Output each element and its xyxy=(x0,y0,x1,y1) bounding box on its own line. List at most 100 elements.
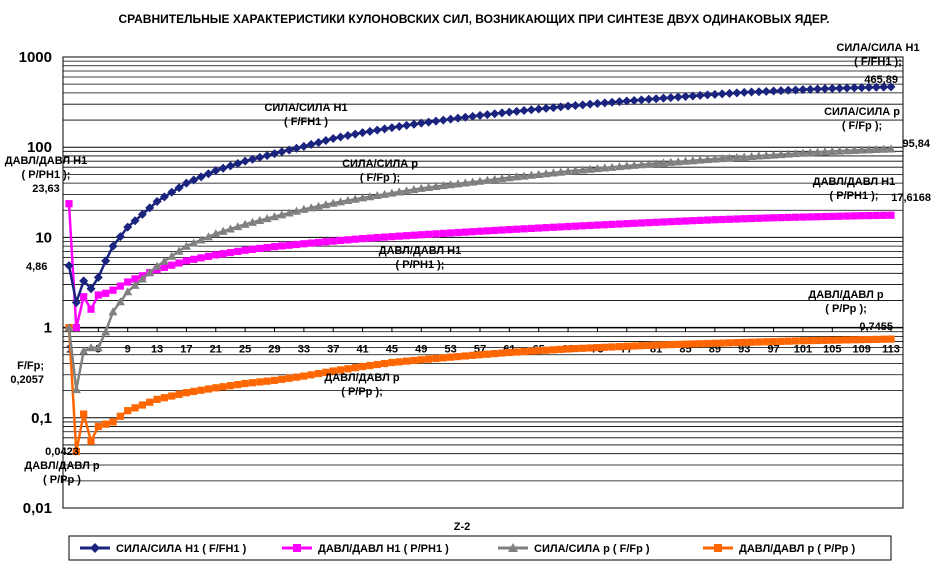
data-point xyxy=(212,384,220,392)
data-point xyxy=(791,85,801,95)
series-2 xyxy=(64,144,896,394)
data-point xyxy=(93,343,103,352)
data-point xyxy=(394,121,404,131)
data-point xyxy=(827,83,837,93)
data-point xyxy=(181,241,191,250)
data-point xyxy=(394,187,404,196)
data-point xyxy=(174,246,184,255)
x-axis-label: Z-2 xyxy=(454,521,471,533)
data-point xyxy=(372,125,382,135)
data-point xyxy=(695,155,705,164)
data-point xyxy=(608,220,616,228)
data-point xyxy=(247,154,257,164)
x-tick-label: 25 xyxy=(239,344,251,356)
data-point xyxy=(372,190,382,200)
data-point xyxy=(622,96,632,106)
data-point xyxy=(71,385,81,394)
data-point xyxy=(520,347,528,356)
data-point xyxy=(739,87,749,97)
data-point xyxy=(644,94,654,104)
data-point xyxy=(718,215,726,224)
x-tick-label: 41 xyxy=(356,344,368,356)
data-point xyxy=(94,422,102,431)
x-tick-label: 109 xyxy=(852,344,870,356)
data-point xyxy=(805,84,815,94)
data-point xyxy=(469,351,477,359)
data-point xyxy=(556,102,566,112)
data-point xyxy=(403,357,411,365)
data-point xyxy=(219,383,227,391)
data-point xyxy=(718,339,726,347)
data-point xyxy=(72,447,80,456)
data-annotation: СИЛА/СИЛА р( F/Fp ); xyxy=(342,158,418,184)
data-point xyxy=(160,394,169,402)
data-point xyxy=(344,365,352,373)
data-point xyxy=(491,350,499,358)
data-point xyxy=(557,223,565,231)
data-point xyxy=(270,212,279,221)
data-point xyxy=(79,276,89,286)
y-tick-label: 1 xyxy=(44,320,52,337)
data-point xyxy=(578,165,588,174)
x-tick-label: 113 xyxy=(882,344,900,356)
data-point xyxy=(431,181,441,191)
data-point xyxy=(468,111,478,121)
data-point xyxy=(747,338,756,346)
data-point xyxy=(300,372,308,380)
data-point xyxy=(490,109,500,119)
data-point xyxy=(263,243,271,252)
data-point xyxy=(703,90,713,100)
x-tick-label: 101 xyxy=(794,344,812,356)
data-point xyxy=(387,188,397,197)
data-point xyxy=(115,232,125,242)
data-point xyxy=(108,307,118,316)
data-point xyxy=(453,113,463,123)
data-point xyxy=(761,150,771,160)
data-point xyxy=(703,216,712,224)
data-point xyxy=(160,263,169,271)
data-point xyxy=(520,225,528,233)
data-point xyxy=(131,275,139,283)
series-0 xyxy=(64,82,896,308)
data-point xyxy=(226,248,235,257)
data-point xyxy=(285,374,293,382)
data-point xyxy=(498,226,506,234)
data-point xyxy=(607,162,617,171)
data-point xyxy=(733,215,741,223)
data-point xyxy=(542,346,550,354)
data-point xyxy=(570,101,580,111)
data-point xyxy=(732,152,742,162)
data-annotation: 95,84 xyxy=(902,138,930,150)
data-point xyxy=(622,161,632,170)
data-point xyxy=(513,348,521,356)
data-point xyxy=(190,255,198,263)
data-point xyxy=(424,117,434,127)
data-point xyxy=(71,297,81,307)
data-point xyxy=(814,213,822,221)
data-annotation: ДАВЛ/ДАВЛ Н1( P/PH1 ); xyxy=(379,245,462,271)
data-point xyxy=(388,358,396,367)
data-point xyxy=(182,389,191,397)
data-point xyxy=(425,355,433,363)
y-tick-label: 1000 xyxy=(19,49,52,66)
legend: СИЛА/СИЛА Н1 ( F/FH1 ) ДАВЛ/ДАВЛ Н1 ( P/P… xyxy=(68,535,892,561)
data-point xyxy=(769,214,778,222)
data-point xyxy=(417,356,425,364)
data-point xyxy=(762,214,770,222)
data-point xyxy=(262,150,272,160)
data-point xyxy=(182,257,191,265)
data-point xyxy=(667,218,675,226)
data-point xyxy=(174,183,184,193)
data-point xyxy=(336,132,346,142)
data-point xyxy=(476,351,484,359)
data-point xyxy=(124,407,132,415)
data-point xyxy=(167,187,177,197)
data-point xyxy=(248,245,257,253)
data-point xyxy=(225,224,235,233)
data-point xyxy=(211,229,221,238)
data-point xyxy=(483,227,491,235)
data-point xyxy=(314,137,324,147)
data-point xyxy=(864,82,874,92)
data-point xyxy=(740,338,748,347)
data-point xyxy=(447,353,455,361)
